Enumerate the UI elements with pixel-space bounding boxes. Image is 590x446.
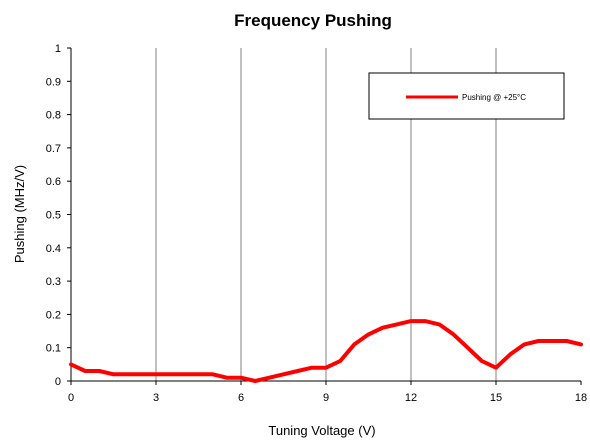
legend-label: Pushing @ +25°C — [462, 93, 526, 102]
y-tick-label: 0 — [55, 376, 61, 388]
y-tick-label: 0.4 — [46, 243, 61, 255]
x-tick-label: 12 — [405, 392, 417, 404]
series-layer — [69, 319, 583, 383]
y-tick-label: 0.9 — [46, 76, 61, 88]
x-axis-ticks: 0 3 6 9 12 15 18 — [68, 381, 587, 404]
x-tick-label: 6 — [238, 392, 244, 404]
legend: Pushing @ +25°C — [368, 72, 565, 120]
x-tick-label: 0 — [68, 392, 74, 404]
y-tick-label: 0.5 — [46, 210, 61, 222]
y-tick-label: 1 — [55, 43, 61, 55]
legend-box — [368, 72, 565, 120]
y-axis-label: Pushing (MHz/V) — [12, 165, 27, 263]
chart-title: Frequency Pushing — [234, 11, 392, 30]
x-tick-label: 3 — [153, 392, 159, 404]
x-tick-label: 15 — [490, 392, 502, 404]
x-tick-label: 18 — [575, 392, 587, 404]
y-tick-label: 0.1 — [46, 343, 61, 355]
x-tick-label: 9 — [323, 392, 329, 404]
series-line — [69, 319, 583, 383]
y-tick-label: 0.2 — [46, 309, 61, 321]
y-axis-ticks: 0 0.1 0.2 0.3 0.4 0.5 0.6 0.7 0.8 0.9 1 — [46, 43, 71, 388]
x-axis-label: Tuning Voltage (V) — [268, 423, 375, 438]
y-tick-label: 0.8 — [46, 110, 61, 122]
y-tick-label: 0.7 — [46, 143, 61, 155]
y-tick-label: 0.6 — [46, 176, 61, 188]
y-tick-label: 0.3 — [46, 276, 61, 288]
